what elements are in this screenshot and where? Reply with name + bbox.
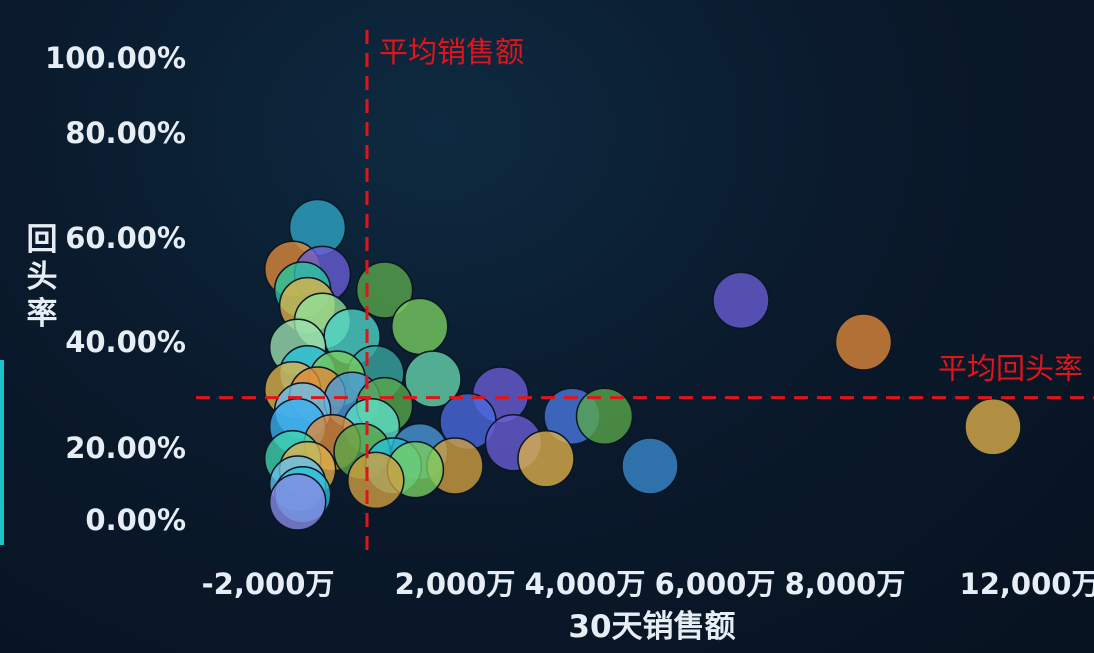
scatter-point bbox=[347, 451, 405, 510]
scatter-point bbox=[964, 398, 1022, 456]
y-axis-title: 回头率 bbox=[27, 222, 58, 332]
scatter-point bbox=[575, 387, 634, 445]
x-tick-label: -2,000万 bbox=[202, 567, 335, 601]
scatter-point bbox=[391, 297, 449, 356]
y-tick-label: 0.00% bbox=[85, 503, 186, 537]
scatter-point bbox=[404, 350, 462, 408]
y-tick-label: 80.00% bbox=[65, 116, 186, 150]
scatter-point bbox=[712, 271, 770, 330]
y-tick-label: 60.00% bbox=[65, 221, 186, 255]
x-tick-label: 8,000万 bbox=[785, 567, 906, 601]
edge-accent-bar bbox=[0, 360, 4, 545]
y-tick-label: 40.00% bbox=[65, 325, 186, 359]
x-axis-ticks: -2,000万 2,000万 4,000万 6,000万 8,000万 12,000万 bbox=[202, 567, 1094, 601]
scatter-point bbox=[834, 313, 893, 371]
scatter-point bbox=[268, 473, 327, 531]
y-tick-label: 100.00% bbox=[45, 41, 186, 75]
scatter-points bbox=[264, 198, 1022, 531]
y-tick-label: 20.00% bbox=[65, 431, 186, 465]
y-axis-ticks: 100.00% 80.00% 60.00% 40.00% 20.00% 0.00% bbox=[45, 41, 186, 537]
x-tick-label: 4,000万 bbox=[525, 567, 646, 601]
x-axis-title: 30天销售额 bbox=[568, 609, 735, 645]
scatter-point bbox=[517, 430, 575, 488]
x-tick-label: 6,000万 bbox=[655, 567, 776, 601]
scatter-point bbox=[355, 261, 414, 319]
x-tick-label: 2,000万 bbox=[395, 567, 516, 601]
x-tick-label: 12,000万 bbox=[960, 567, 1094, 601]
average-sales-label: 平均销售额 bbox=[379, 35, 524, 69]
average-return-rate-label: 平均回头率 bbox=[938, 352, 1083, 386]
scatter-point bbox=[621, 437, 679, 495]
